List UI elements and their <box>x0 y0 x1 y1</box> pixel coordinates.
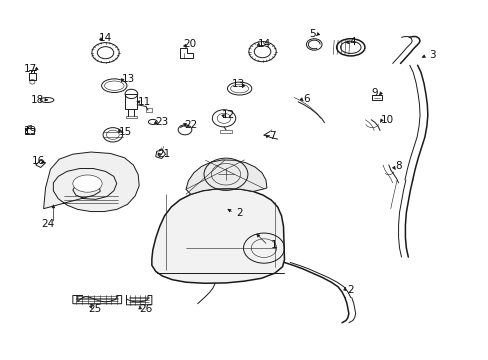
Text: 12: 12 <box>222 110 235 120</box>
Text: 20: 20 <box>183 40 196 49</box>
Text: 21: 21 <box>157 149 170 159</box>
Text: 2: 2 <box>236 208 243 218</box>
Text: 22: 22 <box>184 121 197 130</box>
Text: 25: 25 <box>88 304 101 314</box>
Text: 3: 3 <box>428 50 435 60</box>
Ellipse shape <box>73 175 102 192</box>
Polygon shape <box>152 189 284 283</box>
Text: 23: 23 <box>155 117 168 127</box>
Text: 8: 8 <box>394 161 401 171</box>
Text: 14: 14 <box>99 33 112 43</box>
Text: 6: 6 <box>303 94 309 104</box>
Text: 14: 14 <box>257 40 270 49</box>
Text: 13: 13 <box>122 74 135 84</box>
Text: 24: 24 <box>41 219 54 229</box>
Text: 9: 9 <box>371 88 378 98</box>
Text: 26: 26 <box>139 304 152 314</box>
Polygon shape <box>43 152 139 212</box>
Text: 11: 11 <box>138 97 151 107</box>
Text: 16: 16 <box>32 156 45 166</box>
Text: 7: 7 <box>269 131 276 141</box>
Text: 17: 17 <box>24 64 38 74</box>
Text: 13: 13 <box>231 79 245 89</box>
Text: 5: 5 <box>309 29 315 39</box>
Text: 1: 1 <box>270 240 277 250</box>
Polygon shape <box>185 160 266 194</box>
Text: 2: 2 <box>347 285 353 296</box>
Text: 10: 10 <box>381 115 394 125</box>
Text: 18: 18 <box>31 95 44 105</box>
Text: 15: 15 <box>118 127 131 137</box>
Text: 4: 4 <box>349 37 355 46</box>
Text: 19: 19 <box>23 126 37 135</box>
